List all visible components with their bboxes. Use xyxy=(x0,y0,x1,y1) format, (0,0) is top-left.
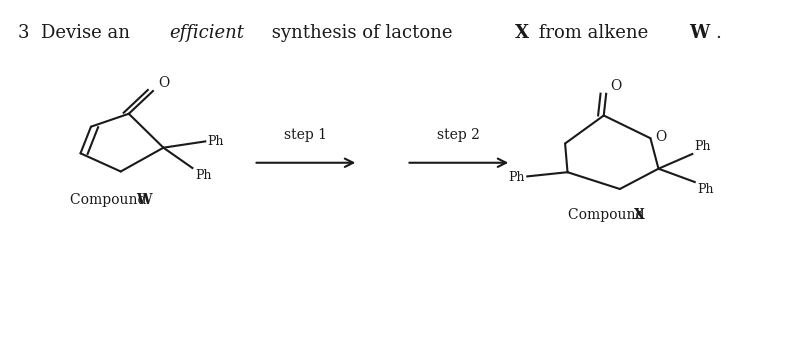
Text: W: W xyxy=(136,193,151,206)
Text: W: W xyxy=(689,25,709,42)
Text: Compound: Compound xyxy=(70,193,151,206)
Text: X: X xyxy=(634,208,644,222)
Text: efficient: efficient xyxy=(170,25,245,42)
Text: Ph: Ph xyxy=(509,170,525,184)
Text: O: O xyxy=(610,79,621,93)
Text: O: O xyxy=(158,76,169,90)
Text: from alkene: from alkene xyxy=(533,25,654,42)
Text: 3  Devise an: 3 Devise an xyxy=(18,25,135,42)
Text: Ph: Ph xyxy=(208,135,224,148)
Text: Ph: Ph xyxy=(695,140,711,153)
Text: step 2: step 2 xyxy=(437,128,481,142)
Text: Ph: Ph xyxy=(195,169,211,182)
Text: X: X xyxy=(514,25,529,42)
Text: .: . xyxy=(715,25,720,42)
Text: Ph: Ph xyxy=(697,183,713,196)
Text: synthesis of lactone: synthesis of lactone xyxy=(266,25,459,42)
Text: Compound: Compound xyxy=(568,208,648,222)
Text: O: O xyxy=(655,130,667,144)
Text: step 1: step 1 xyxy=(284,128,328,142)
